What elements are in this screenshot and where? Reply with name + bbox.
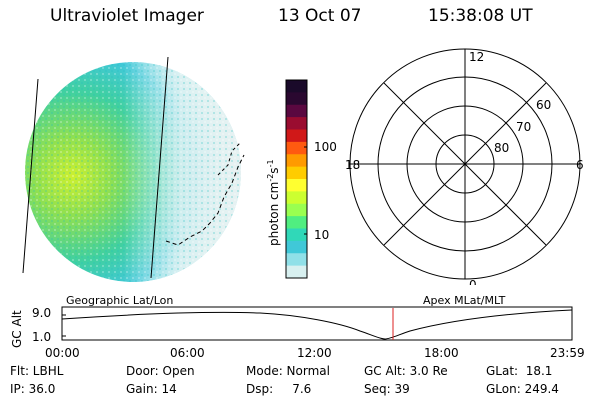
- colorbar-tick-10: 10: [314, 228, 330, 242]
- colorbar: [285, 79, 308, 279]
- info-gcalt: GC Alt: 3.0 Re: [364, 364, 448, 378]
- info-seq: Seq: 39: [364, 382, 410, 396]
- gc-alt-axis-label: GC Alt: [10, 310, 24, 348]
- orbit-altitude-plot: [61, 306, 573, 341]
- colorbar-band: [286, 240, 307, 254]
- info-gain: Gain: 14: [126, 382, 177, 396]
- info-ip: IP: 36.0: [10, 382, 56, 396]
- lat-80-label: 80: [494, 141, 509, 155]
- info-door: Door: Open: [126, 364, 195, 378]
- colorbar-band: [286, 92, 307, 106]
- terminator-line: [165, 154, 245, 246]
- lat-70-label: 70: [516, 120, 531, 134]
- apex-label: Apex MLat/MLT: [423, 294, 506, 307]
- time-tick-2: 12:00: [297, 346, 332, 360]
- mlt-6-label: 6: [576, 158, 584, 172]
- colorbar-band: [286, 141, 307, 155]
- info-flt: Flt: LBHL: [10, 364, 64, 378]
- colorbar-band: [286, 179, 307, 192]
- colorbar-band: [286, 154, 307, 168]
- geographic-label: Geographic Lat/Lon: [66, 294, 174, 307]
- info-glon: GLon: 249.4: [486, 382, 559, 396]
- colorbar-band: [286, 129, 307, 143]
- mlt-0-label: 0: [469, 278, 477, 285]
- time-tick-0: 00:00: [45, 346, 80, 360]
- uv-earth-image: [22, 56, 245, 282]
- altitude-curve: [61, 309, 573, 340]
- mlt-18-label: 18: [345, 158, 360, 172]
- colorbar-band: [286, 216, 307, 229]
- mlt-12-label: 12: [469, 50, 484, 64]
- meridian-line-right: [150, 56, 169, 279]
- colorbar-label: photon cm-2s-1: [266, 159, 281, 246]
- time-tick-3: 18:00: [424, 346, 459, 360]
- app-title: Ultraviolet Imager: [50, 6, 204, 26]
- colorbar-band: [286, 228, 307, 242]
- colorbar-band: [286, 203, 307, 217]
- date-label: 13 Oct 07: [278, 6, 362, 26]
- time-tick-4: 23:59: [550, 346, 585, 360]
- colorbar-band: [286, 166, 307, 180]
- colorbar-band: [286, 265, 307, 279]
- ytick-9: 9.0: [32, 306, 52, 320]
- colorbar-band: [286, 253, 307, 267]
- colorbar-band: [286, 80, 307, 93]
- ytick-1: 1.0: [32, 330, 52, 344]
- colorbar-band: [286, 117, 307, 130]
- meridian-line-left: [22, 78, 39, 274]
- colorbar-tick-100: 100: [314, 140, 337, 154]
- colorbar-band: [286, 191, 307, 205]
- polar-plot: 12 18 6 0 60 70 80: [345, 48, 584, 285]
- info-glat: GLat: 18.1: [486, 364, 553, 378]
- info-mode: Mode: Normal: [246, 364, 330, 378]
- time-label: 15:38:08 UT: [428, 6, 533, 26]
- time-tick-1: 06:00: [170, 346, 205, 360]
- colorbar-band: [286, 104, 307, 118]
- info-dsp: Dsp: 7.6: [246, 382, 312, 396]
- lat-60-label: 60: [536, 98, 551, 112]
